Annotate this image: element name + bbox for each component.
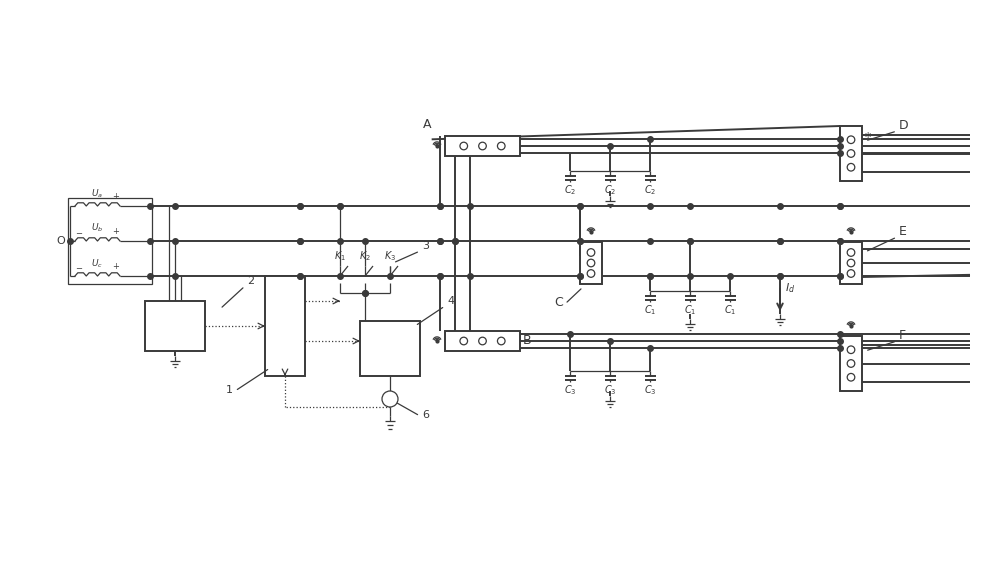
Text: $C_3$: $C_3$ [604, 383, 616, 397]
Bar [840, 336, 862, 391]
Text: $+$: $+$ [112, 191, 120, 201]
Bar [265, 276, 305, 376]
Circle shape [479, 142, 486, 150]
Circle shape [587, 270, 595, 278]
Circle shape [847, 150, 855, 157]
Text: $C_2$: $C_2$ [604, 183, 616, 197]
Circle shape [587, 259, 595, 267]
Text: $I_d$: $I_d$ [785, 281, 795, 295]
Circle shape [497, 142, 505, 150]
Text: 1: 1 [226, 385, 233, 395]
Text: 6: 6 [422, 410, 429, 420]
Bar [840, 126, 862, 181]
Text: $-$: $-$ [75, 192, 83, 201]
Text: $C_1$: $C_1$ [644, 303, 656, 317]
Circle shape [382, 391, 398, 407]
Text: 3: 3 [422, 241, 429, 251]
Text: B: B [523, 335, 532, 348]
Text: C: C [554, 296, 563, 309]
Text: E: E [899, 225, 907, 238]
Text: $C_2$: $C_2$ [564, 183, 576, 197]
Text: *: * [865, 131, 871, 144]
Text: $U_a$: $U_a$ [91, 187, 104, 199]
Bar [145, 301, 205, 351]
Bar [445, 136, 520, 156]
Bar [840, 242, 862, 284]
Text: O: O [56, 236, 65, 246]
Text: F: F [899, 329, 906, 342]
Text: A: A [423, 118, 432, 131]
Circle shape [587, 249, 595, 256]
Text: $-$: $-$ [75, 262, 83, 271]
Bar [68, 198, 152, 284]
Text: $K_3$: $K_3$ [384, 249, 396, 263]
Bar [580, 242, 602, 284]
Circle shape [847, 163, 855, 171]
Text: $K_2$: $K_2$ [359, 249, 371, 263]
Circle shape [847, 249, 855, 256]
Text: 4: 4 [447, 296, 454, 306]
Circle shape [460, 142, 468, 150]
Text: $+$: $+$ [112, 261, 120, 271]
Text: $C_2$: $C_2$ [644, 183, 656, 197]
Circle shape [847, 136, 855, 143]
Circle shape [460, 337, 468, 345]
Circle shape [479, 337, 486, 345]
Text: $C_3$: $C_3$ [564, 383, 576, 397]
Circle shape [847, 270, 855, 278]
Circle shape [497, 337, 505, 345]
Bar [445, 331, 520, 351]
Text: $C_3$: $C_3$ [644, 383, 656, 397]
Circle shape [847, 373, 855, 381]
Text: $C_1$: $C_1$ [724, 303, 736, 317]
Text: $+$: $+$ [112, 226, 120, 236]
Text: D: D [899, 119, 909, 132]
Text: $C_1$: $C_1$ [684, 303, 696, 317]
Bar [360, 321, 420, 376]
Text: $K_1$: $K_1$ [334, 249, 346, 263]
Text: $-$: $-$ [75, 227, 83, 236]
Text: 2: 2 [247, 276, 254, 286]
Text: $U_c$: $U_c$ [91, 257, 104, 270]
Circle shape [847, 346, 855, 353]
Circle shape [847, 360, 855, 367]
Text: $U_b$: $U_b$ [91, 222, 104, 235]
Circle shape [847, 259, 855, 267]
